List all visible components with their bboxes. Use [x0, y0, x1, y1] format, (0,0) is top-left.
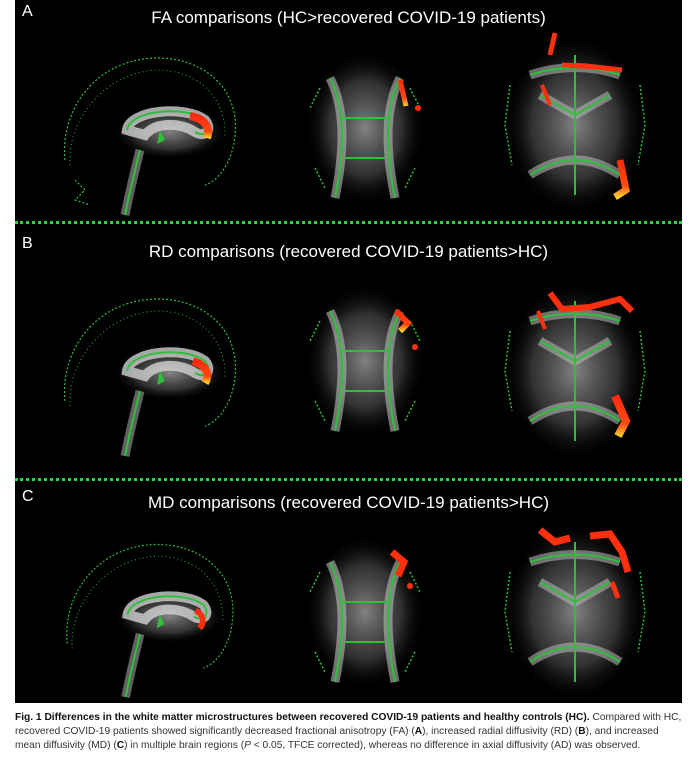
caption-text-1: Compared with HC, recovered COVID-19 pat…: [15, 712, 682, 738]
caption-ref-a: A: [414, 726, 423, 738]
panel-c-title: MD comparisons (recovered COVID-19 patie…: [147, 493, 550, 512]
coronal-view-a: [305, 50, 425, 206]
caption-label: Fig. 1: [15, 712, 42, 723]
panel-c-letter: C: [22, 488, 34, 505]
caption-text-5: < 0.05, TFCE corrected), whereas no diff…: [250, 740, 641, 752]
caption-text-4: ) in multiple brain regions (: [124, 740, 245, 752]
panel-c: C MD comparisons (recovered COVID-19 pat…: [15, 482, 682, 703]
panel-a-letter: A: [22, 3, 33, 20]
caption-ref-b: B: [578, 726, 586, 738]
panel-b-letter: B: [22, 235, 33, 252]
panel-a: A FA comparisons (HC>recovered COVID-19 …: [15, 0, 682, 222]
sagittal-view-c: [66, 543, 234, 698]
caption-text-2: ), increased radial diffusivity (RD) (: [422, 726, 579, 738]
panel-b: B RD comparisons (recovered COVID-19 pat…: [15, 226, 682, 476]
panel-b-title: RD comparisons (recovered COVID-19 patie…: [148, 242, 549, 261]
caption-ref-c: C: [116, 740, 125, 752]
figure-image: A FA comparisons (HC>recovered COVID-19 …: [15, 0, 682, 703]
sagittal-view-b: [63, 298, 237, 457]
axial-view-b: [503, 281, 647, 461]
axial-view-a: [503, 32, 647, 215]
caption-text-3: ), and increased mean diffusivity (MD) (: [15, 726, 659, 752]
axial-view-c: [503, 522, 647, 702]
coronal-view-c: [305, 534, 425, 690]
coronal-view-b: [305, 283, 425, 439]
figure-caption: Fig. 1 Differences in the white matter m…: [15, 711, 682, 754]
caption-title: Differences in the white matter microstr…: [44, 712, 590, 723]
panel-a-title: FA comparisons (HC>recovered COVID-19 pa…: [151, 8, 546, 27]
sagittal-view-a: [63, 57, 237, 216]
separator-ab: [15, 221, 682, 224]
caption-p-symbol: P: [244, 740, 251, 752]
separator-bc: [15, 478, 682, 481]
